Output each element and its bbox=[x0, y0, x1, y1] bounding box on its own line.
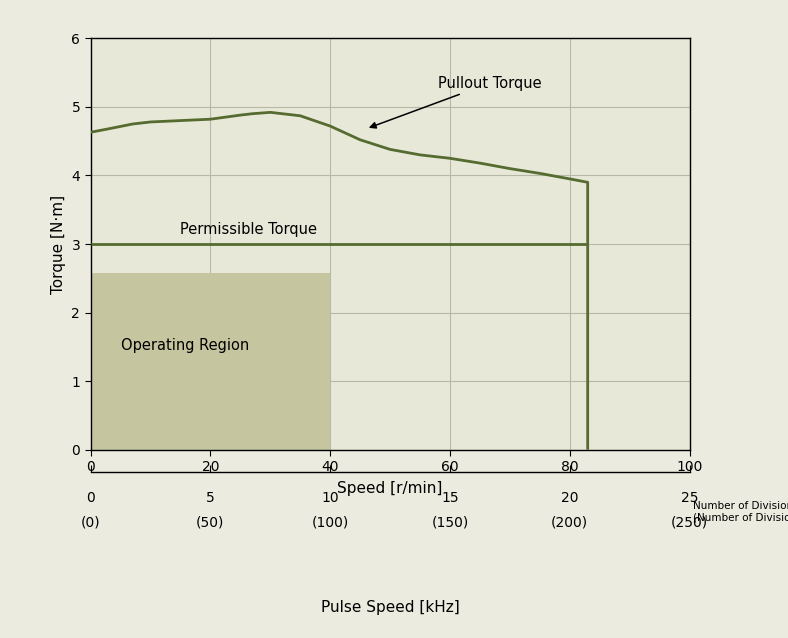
Text: 15: 15 bbox=[441, 491, 459, 505]
X-axis label: Speed [r/min]: Speed [r/min] bbox=[337, 481, 443, 496]
Polygon shape bbox=[91, 273, 330, 450]
Text: Operating Region: Operating Region bbox=[121, 338, 249, 353]
Text: 10: 10 bbox=[322, 491, 339, 505]
Text: 0: 0 bbox=[86, 491, 95, 505]
Text: (150): (150) bbox=[431, 516, 469, 530]
Text: 20: 20 bbox=[561, 491, 578, 505]
Text: (100): (100) bbox=[311, 516, 349, 530]
Text: Permissible Torque: Permissible Torque bbox=[180, 222, 318, 237]
Text: (50): (50) bbox=[196, 516, 225, 530]
Text: Number of Divisions 1
(Number of Divisions 10): Number of Divisions 1 (Number of Divisio… bbox=[693, 501, 788, 523]
Text: (250): (250) bbox=[671, 516, 708, 530]
Text: Pulse Speed [kHz]: Pulse Speed [kHz] bbox=[321, 600, 459, 615]
Text: (0): (0) bbox=[81, 516, 100, 530]
Text: 25: 25 bbox=[681, 491, 698, 505]
Y-axis label: Torque [N·m]: Torque [N·m] bbox=[50, 195, 65, 293]
Text: 5: 5 bbox=[206, 491, 215, 505]
Text: Pullout Torque: Pullout Torque bbox=[370, 76, 541, 128]
Text: (200): (200) bbox=[551, 516, 589, 530]
